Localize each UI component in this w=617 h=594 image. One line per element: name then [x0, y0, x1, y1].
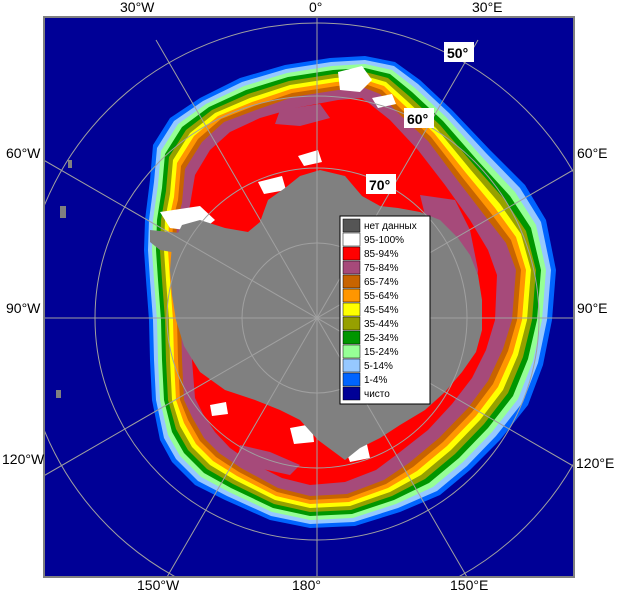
legend-label: 25-34%	[364, 333, 399, 344]
legend-swatch	[342, 330, 361, 345]
lon-label-150e: 150°E	[450, 577, 488, 593]
lon-label-30w-top: 30°W	[120, 0, 155, 15]
legend-swatch	[342, 302, 361, 317]
lat-label-60: 60°	[407, 111, 428, 127]
ice-patch-75-84	[275, 104, 330, 126]
meridian-120	[45, 169, 573, 476]
legend-label: 1-4%	[364, 375, 387, 386]
legend-swatch	[342, 386, 361, 401]
lat-label-60-box: 60°	[404, 108, 434, 128]
legend: нет данных 95-100% 85-94% 75-84% 65-74% 55-64…	[339, 215, 431, 405]
legend-label: 75-84%	[364, 263, 399, 274]
ice-patch-95-100	[290, 424, 314, 444]
lon-label-180: 180°	[292, 577, 321, 593]
lon-label-120e: 120°E	[576, 455, 614, 471]
lon-label-0: 0°	[309, 0, 322, 15]
lon-label-150w: 150°W	[137, 577, 180, 593]
legend-swatch	[342, 288, 361, 303]
no-data-pixel	[68, 160, 72, 168]
lon-label-90w: 90°W	[6, 300, 41, 316]
legend-swatch	[342, 260, 361, 275]
no-data-pixel	[60, 206, 66, 218]
lon-label-60e: 60°E	[577, 145, 608, 161]
legend-swatch	[342, 316, 361, 331]
lat-label-70: 70°	[369, 177, 390, 193]
legend-label: 35-44%	[364, 319, 399, 330]
legend-label: чисто	[364, 389, 390, 400]
legend-label: 15-24%	[364, 347, 399, 358]
lon-label-120w: 120°W	[2, 451, 45, 467]
antarctic-peninsula	[150, 230, 262, 264]
legend-items: нет данных 95-100% 85-94% 75-84% 65-74% 55-64…	[342, 218, 417, 401]
legend-swatch	[342, 344, 361, 359]
ice-patch-95-100	[338, 66, 372, 92]
lon-label-30e-top: 30°E	[472, 0, 503, 15]
ice-patch-95-100	[258, 176, 286, 194]
legend-label: нет данных	[364, 221, 417, 232]
ice-patch-95-100	[298, 150, 322, 166]
lat-label-50-box: 50°	[444, 42, 474, 62]
legend-swatch	[342, 372, 361, 387]
legend-swatch	[342, 232, 361, 247]
legend-swatch	[342, 246, 361, 261]
graticule	[45, 18, 573, 576]
legend-label: 5-14%	[364, 361, 393, 372]
legend-label: 55-64%	[364, 291, 399, 302]
legend-label: 45-54%	[364, 305, 399, 316]
no-data-pixel	[56, 390, 61, 398]
lat-label-50: 50°	[447, 45, 468, 61]
ice-patch-95-100	[210, 402, 228, 416]
legend-label: 85-94%	[364, 249, 399, 260]
lon-label-60w: 60°W	[6, 145, 41, 161]
legend-label: 95-100%	[364, 235, 404, 246]
legend-swatch	[342, 218, 361, 233]
legend-label: 65-74%	[364, 277, 399, 288]
legend-swatch	[342, 358, 361, 373]
lat-label-70-box: 70°	[366, 174, 396, 194]
lon-label-90e: 90°E	[577, 300, 608, 316]
legend-swatch	[342, 274, 361, 289]
